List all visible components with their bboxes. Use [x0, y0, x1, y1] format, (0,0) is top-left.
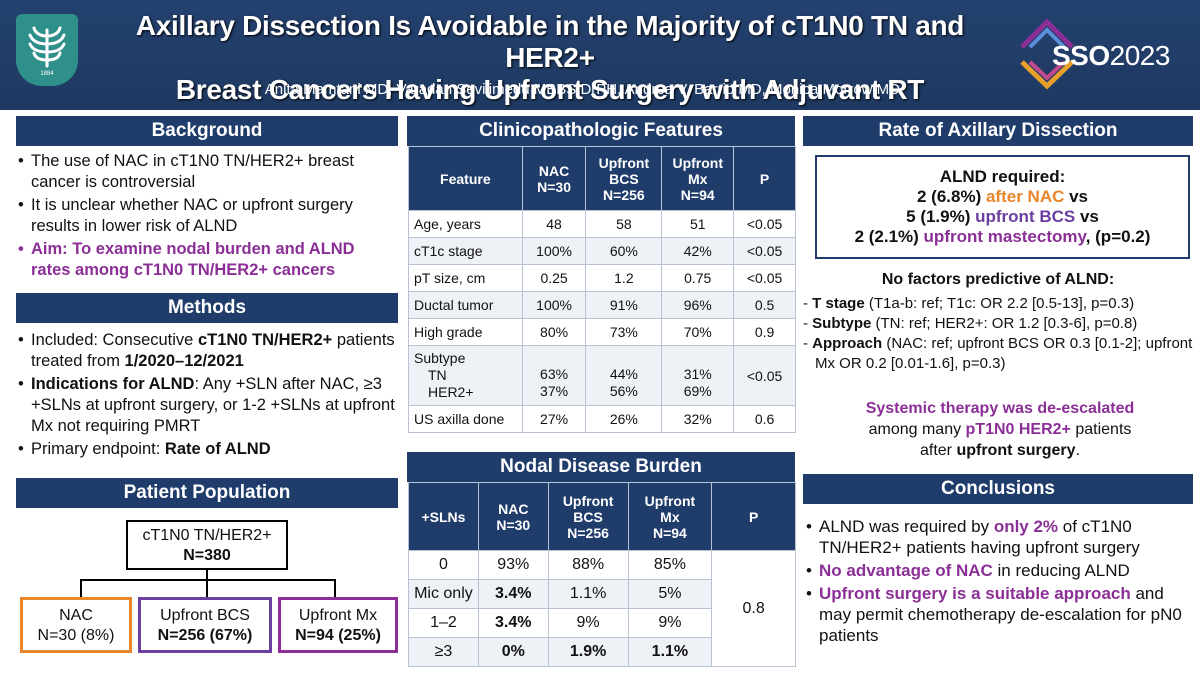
flow-connector — [206, 570, 208, 580]
methods-bullet: Primary endpoint: Rate of ALND — [18, 439, 398, 460]
authors: Anita Mamtani MD, Varadan Sevilimedu MBB… — [264, 81, 900, 98]
table-row: pT size, cm 0.25 1.2 0.75 <0.05 — [408, 264, 796, 292]
clinico-table: Feature NAC N=30 Upfront BCS N=256 Upfro… — [408, 146, 796, 433]
factor-item: - Subtype (TN: ref; HER2+: OR 1.2 [0.3-6… — [803, 315, 1138, 332]
factor-item: - Approach (NAC: ref; upfront BCS OR 0.3… — [803, 335, 1193, 372]
alnd-required-box: ALND required: 2 (6.8%) after NAC vs 5 (… — [815, 155, 1190, 259]
methods-bullet: Included: Consecutive cT1N0 TN/HER2+ pat… — [18, 330, 398, 372]
background-aim: Aim: To examine nodal burden and ALND ra… — [18, 239, 398, 281]
col-header: Upfront Mx N=94 — [627, 482, 713, 551]
nodal-heading: Nodal Disease Burden — [407, 452, 795, 482]
bcs-group-box: Upfront BCS N=256 (67%) — [138, 597, 272, 653]
methods-heading: Methods — [16, 293, 398, 323]
table-row: cT1c stage 100% 60% 42% <0.05 — [408, 237, 796, 265]
svg-text:1884: 1884 — [40, 71, 54, 77]
col-header: Feature — [408, 146, 523, 211]
flow-connector — [80, 579, 336, 581]
rate-heading: Rate of Axillary Dissection — [803, 116, 1193, 146]
sso-logo-graphic — [1020, 18, 1074, 90]
background-heading: Background — [16, 116, 398, 146]
background-bullet: The use of NAC in cT1N0 TN/HER2+ breast … — [18, 151, 398, 193]
poster-header: 1884 Axillary Dissection Is Avoidable in… — [0, 0, 1200, 110]
col-header: P — [733, 146, 796, 211]
flow-connector — [80, 579, 82, 597]
mx-group-box: Upfront Mx N=94 (25%) — [278, 597, 398, 653]
conclusion-item: No advantage of NAC in reducing ALND — [806, 560, 1186, 581]
flow-connector — [334, 579, 336, 597]
background-list: The use of NAC in cT1N0 TN/HER2+ breast … — [18, 151, 398, 283]
methods-list: Included: Consecutive cT1N0 TN/HER2+ pat… — [18, 330, 398, 462]
conclusion-item: Upfront surgery is a suitable approach a… — [806, 583, 1186, 646]
clinico-header-row: Feature NAC N=30 Upfront BCS N=256 Upfro… — [408, 146, 796, 211]
institution-logo: 1884 — [16, 14, 78, 86]
table-row: Ductal tumor 100% 91% 96% 0.5 — [408, 291, 796, 319]
col-header: Upfront Mx N=94 — [661, 146, 735, 211]
conclusions-heading: Conclusions — [803, 474, 1193, 504]
clinico-heading: Clinicopathologic Features — [407, 116, 795, 146]
table-row: High grade 80% 73% 70% 0.9 — [408, 318, 796, 346]
sso-logo-text: SSO2023 — [1052, 40, 1170, 71]
total-cohort-box: cT1N0 TN/HER2+ N=380 — [126, 520, 288, 570]
factor-item: - T stage (T1a-b: ref; T1c: OR 2.2 [0.5-… — [803, 295, 1135, 312]
table-row-subtype: Subtype TN HER2+ 63% 37% 44% 56% 31% 69% <0.0… — [408, 345, 796, 406]
table-row: 1–2 3.4% 9% 9% — [408, 608, 796, 638]
table-row: Mic only 3.4% 1.1% 5% — [408, 579, 796, 609]
col-header: Upfront BCS N=256 — [547, 482, 629, 551]
col-header: P — [711, 482, 796, 551]
table-row: 0 93% 88% 85% 0.8 — [408, 550, 796, 667]
conclusion-item: ALND was required by only 2% of cT1N0 TN… — [806, 516, 1186, 558]
nodal-header-row: +SLNs NAC N=30 Upfront BCS N=256 Upfront… — [408, 482, 796, 551]
nac-group-box: NAC N=30 (8%) — [20, 597, 132, 653]
predictive-factors: No factors predictive of ALND: - T stage… — [803, 271, 1193, 372]
flow-connector — [206, 579, 208, 597]
table-row: Age, years 48 58 51 <0.05 — [408, 210, 796, 238]
population-heading: Patient Population — [16, 478, 398, 508]
nodal-table: +SLNs NAC N=30 Upfront BCS N=256 Upfront… — [408, 482, 796, 667]
systemic-therapy-note: Systemic therapy was de-escalated among … — [865, 400, 1135, 459]
conclusions-list: ALND was required by only 2% of cT1N0 TN… — [806, 516, 1186, 648]
tree-icon: 1884 — [28, 26, 66, 77]
table-row: US axilla done 27% 26% 32% 0.6 — [408, 405, 796, 433]
methods-bullet: Indications for ALND: Any +SLN after NAC… — [18, 374, 398, 437]
col-header: +SLNs — [408, 482, 479, 551]
poster-title: Axillary Dissection Is Avoidable in the … — [135, 10, 965, 105]
background-bullet: It is unclear whether NAC or upfront sur… — [18, 195, 398, 237]
col-header: NAC N=30 — [477, 482, 549, 551]
table-row: ≥3 0% 1.9% 1.1% — [408, 637, 796, 667]
col-header: NAC N=30 — [521, 146, 587, 211]
col-header: Upfront BCS N=256 — [585, 146, 663, 211]
